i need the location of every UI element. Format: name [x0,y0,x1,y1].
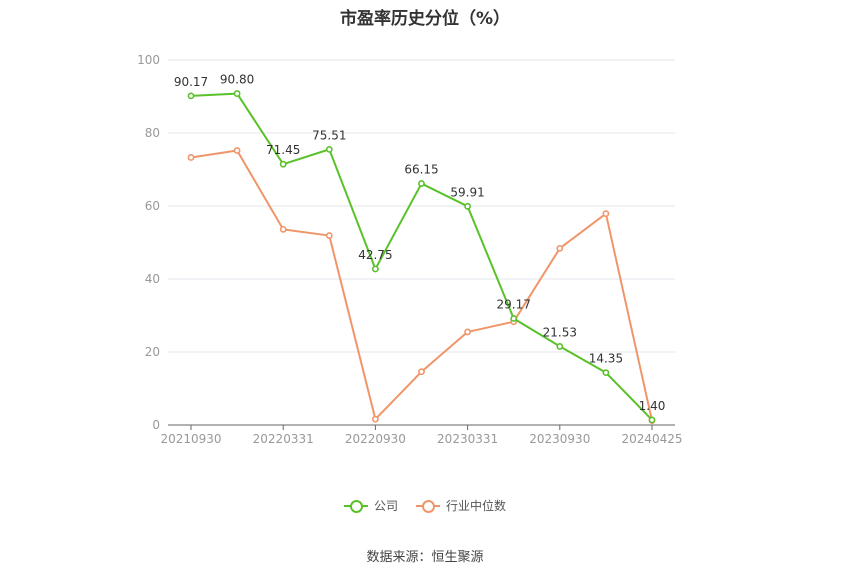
y-tick-label: 40 [145,272,160,286]
data-label: 71.45 [266,143,300,157]
y-tick-label: 0 [152,418,160,432]
data-point-company [187,92,195,100]
data-point-industry-median [325,232,333,239]
data-point-company [325,145,333,153]
data-point-industry-median [602,210,610,218]
data-point-industry-median [233,147,241,154]
data-point-industry-median [279,225,287,233]
data-label: 29.17 [497,298,531,312]
x-tick-label: 20230331 [437,432,498,446]
legend-label-company: 公司 [373,499,398,513]
legend-item-company[interactable]: 公司 [343,497,398,514]
y-tick-label: 20 [145,345,160,359]
data-point-company [464,202,471,210]
data-point-company [510,315,518,322]
data-source: 数据来源：恒生聚源 [366,550,484,565]
series-line-industry-median [190,149,653,421]
data-label: 66.15 [404,163,438,177]
data-label: 14.35 [589,352,623,366]
x-tick-label: 20220930 [345,432,406,446]
data-label: 75.51 [312,128,346,142]
data-label: 21.53 [543,325,577,339]
y-tick-label: 80 [145,126,160,140]
data-point-company [556,343,564,350]
data-point-company [648,416,656,424]
legend-label-industry-median: 行业中位数 [446,499,507,513]
y-tick-label: 60 [145,199,160,213]
data-point-industry-median [556,244,564,252]
chart-title: 市盈率历史分位（%） [339,9,511,29]
data-point-industry-median [464,328,471,336]
legend-swatch-company [343,499,368,513]
data-label: 42.75 [358,248,392,262]
x-tick-label: 20220331 [253,432,314,446]
data-point-company [602,369,610,377]
data-point-company [418,180,425,187]
data-point-industry-median [418,368,425,376]
data-point-industry-median [187,154,195,161]
data-label: 90.80 [220,73,254,87]
x-tick-label: 20230930 [529,432,590,446]
chart-legend: 公司 行业中位数 [0,497,850,514]
y-tick-label: 100 [137,53,160,67]
data-point-company [279,160,287,168]
x-tick-label: 20240425 [621,432,682,446]
x-tick-label: 20210930 [160,432,221,446]
legend-item-industry-median[interactable]: 行业中位数 [416,497,506,514]
data-point-company [233,90,241,97]
data-label: 1.40 [639,399,666,413]
data-label: 59.91 [450,185,484,199]
data-label: 90.17 [174,75,208,89]
legend-swatch-industry-median [416,499,440,513]
data-point-industry-median [371,415,379,423]
data-point-company [371,265,379,273]
